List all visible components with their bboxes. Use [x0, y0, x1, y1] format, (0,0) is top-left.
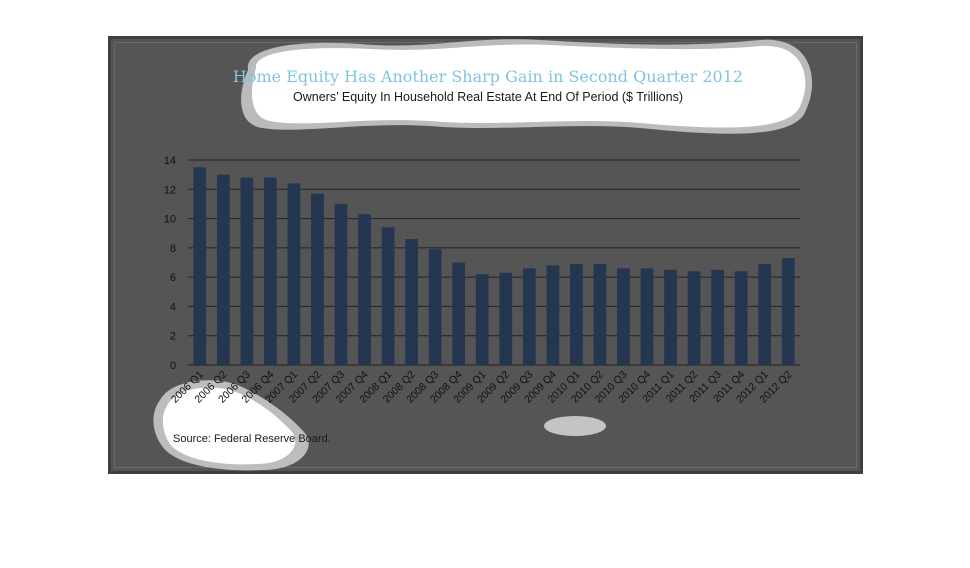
y-tick-labels: 0 2 4 6 8 10 12 14: [164, 155, 176, 372]
y-tick-label: 12: [164, 184, 176, 196]
y-tick-label: 4: [170, 301, 176, 313]
y-tick-label: 2: [170, 331, 176, 343]
bar: [617, 268, 630, 365]
bar: [546, 265, 560, 365]
source-blob: [162, 387, 296, 465]
chart-title: Home Equity Has Another Sharp Gain in Se…: [233, 67, 743, 86]
bar: [405, 239, 418, 365]
annotation-ellipse: [544, 416, 606, 436]
bar: [499, 272, 513, 365]
y-tick-label: 0: [170, 360, 176, 372]
source-note: Source: Federal Reserve Board.: [173, 433, 331, 445]
bars: [193, 167, 795, 365]
bar: [758, 263, 772, 365]
gridlines: [188, 159, 800, 366]
bar: [334, 203, 348, 365]
bar: [664, 269, 677, 365]
bar: [570, 263, 583, 365]
bar: [711, 269, 724, 365]
bar: [475, 274, 489, 365]
bar: [216, 174, 230, 365]
bar: [311, 193, 324, 365]
y-tick-label: 6: [170, 272, 176, 284]
bar: [287, 183, 301, 365]
bar: [193, 167, 207, 365]
bar: [781, 258, 795, 365]
bar: [452, 262, 466, 365]
bar: [687, 271, 701, 365]
title-blob: [251, 44, 806, 128]
y-tick-label: 8: [170, 243, 176, 255]
bar: [428, 249, 442, 365]
bar: [381, 227, 395, 365]
bar: [593, 263, 607, 365]
bar: [240, 177, 254, 365]
chart-subtitle: Owners’ Equity In Household Real Estate …: [293, 90, 683, 104]
y-tick-label: 14: [164, 155, 176, 167]
bar: [640, 268, 654, 365]
bar: [358, 214, 371, 365]
bar: [264, 177, 277, 365]
y-tick-label: 10: [164, 214, 176, 226]
bar: [734, 271, 748, 365]
bar: [522, 268, 536, 365]
